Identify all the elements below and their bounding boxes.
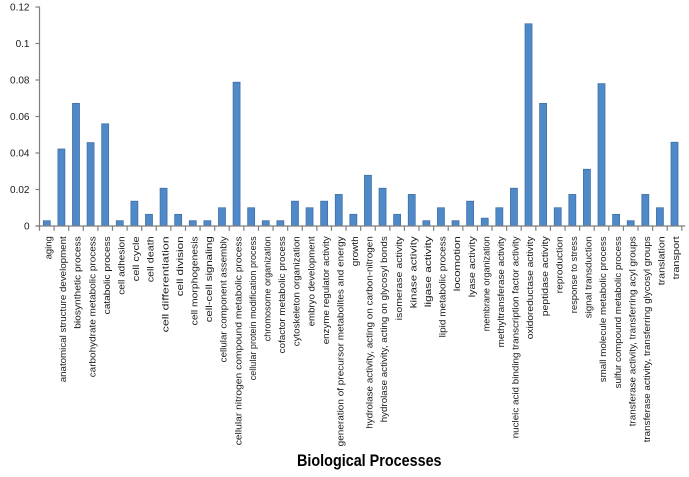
svg-text:carbohydrate metabolic process: carbohydrate metabolic process <box>87 236 97 377</box>
svg-text:aging: aging <box>44 236 54 259</box>
svg-text:transferase activity, transfer: transferase activity, transferring glyco… <box>642 236 652 442</box>
svg-text:sulfur compound metabolic proc: sulfur compound metabolic process <box>613 236 623 388</box>
svg-text:hydrolase activity, acting on: hydrolase activity, acting on glycosyl b… <box>379 236 389 422</box>
svg-text:Biological Processes: Biological Processes <box>297 451 442 470</box>
svg-text:cell-cell signaling: cell-cell signaling <box>204 236 214 322</box>
svg-text:0.02: 0.02 <box>10 185 30 196</box>
svg-text:cell death: cell death <box>146 236 156 282</box>
svg-text:cytoskeleton organization: cytoskeleton organization <box>292 236 302 346</box>
svg-text:embryo development: embryo development <box>306 236 316 326</box>
svg-text:cell adhesion: cell adhesion <box>116 236 126 294</box>
svg-text:0: 0 <box>24 221 30 232</box>
svg-text:cellular protein modification: cellular protein modification process <box>248 236 258 380</box>
svg-text:transport: transport <box>671 236 681 279</box>
svg-text:catabolic process: catabolic process <box>102 236 112 314</box>
svg-text:isomerase activity: isomerase activity <box>394 236 404 320</box>
svg-text:reproduction: reproduction <box>554 236 564 293</box>
svg-text:locomotion: locomotion <box>452 236 462 291</box>
svg-text:0.04: 0.04 <box>10 148 30 159</box>
svg-text:oxidoreductase activity: oxidoreductase activity <box>525 236 535 339</box>
svg-text:anatomical structure developme: anatomical structure development <box>58 236 68 382</box>
svg-text:peptidase activity: peptidase activity <box>540 236 550 316</box>
svg-text:response to stress: response to stress <box>569 236 579 313</box>
svg-text:translation: translation <box>657 236 667 285</box>
svg-text:nucleic acid binding transcrip: nucleic acid binding transcription facto… <box>511 236 521 438</box>
svg-text:ligase activity: ligase activity <box>423 236 433 307</box>
svg-text:lipid metabolic process: lipid metabolic process <box>438 236 448 337</box>
svg-text:enzyme regulator activity: enzyme regulator activity <box>321 236 331 344</box>
svg-text:cellular nitrogen compound met: cellular nitrogen compound metabolic pro… <box>233 236 243 445</box>
svg-text:cofactor metabolic process: cofactor metabolic process <box>277 236 287 353</box>
svg-text:chromosome organization: chromosome organization <box>262 236 272 341</box>
svg-text:cell division: cell division <box>175 236 185 296</box>
svg-text:cell morphogenesis: cell morphogenesis <box>189 236 199 325</box>
svg-text:transferase activity, transfer: transferase activity, transferring acyl … <box>627 236 637 426</box>
svg-text:0.06: 0.06 <box>10 112 30 123</box>
svg-text:small molecule metabolic proce: small molecule metabolic process <box>598 236 608 382</box>
svg-text:cellular component assembly: cellular component assembly <box>219 236 229 362</box>
svg-text:kinase activity: kinase activity <box>408 236 418 308</box>
svg-text:hydrolase activity, acting on: hydrolase activity, acting on carbon-nit… <box>365 236 375 429</box>
svg-text:cell differentiation: cell differentiation <box>160 236 170 332</box>
svg-text:generation of precursor metabo: generation of precursor metabolites and … <box>335 236 345 446</box>
svg-text:0.12: 0.12 <box>10 2 30 13</box>
svg-text:0.1: 0.1 <box>16 39 30 50</box>
svg-text:signal transduction: signal transduction <box>584 236 594 318</box>
svg-text:cell cycle: cell cycle <box>131 236 141 281</box>
svg-text:biosynthetic process: biosynthetic process <box>73 236 83 329</box>
svg-text:growth: growth <box>350 236 360 266</box>
svg-text:methyltransferase activity: methyltransferase activity <box>496 236 506 347</box>
svg-text:membrane organization: membrane organization <box>481 236 491 331</box>
svg-text:0.08: 0.08 <box>10 75 30 86</box>
svg-text:lyase activity: lyase activity <box>467 236 477 297</box>
